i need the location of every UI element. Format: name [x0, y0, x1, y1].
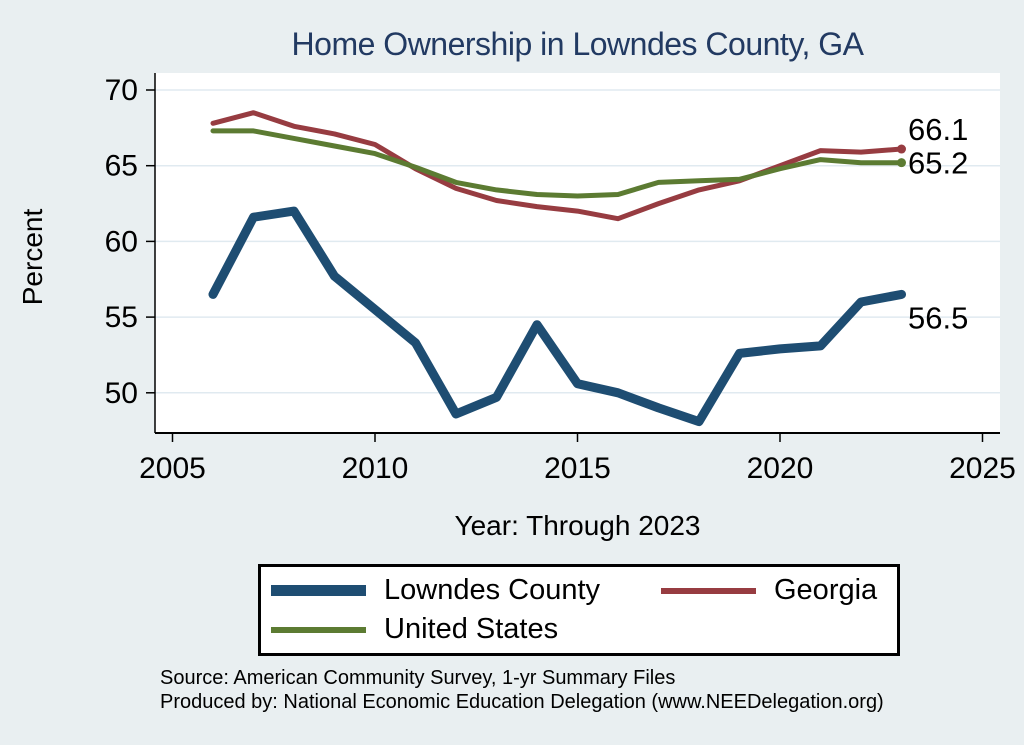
- series-line-georgia: [210, 110, 904, 222]
- chart-title: Home Ownership in Lowndes County, GA: [291, 26, 864, 62]
- series-end-dot-georgia: [897, 144, 906, 154]
- source-note-line2: Produced by: National Economic Education…: [160, 691, 884, 713]
- series-line-lowndes-county: [208, 206, 906, 427]
- x-tick-label: 2010: [342, 452, 409, 485]
- y-tick-label: 60: [105, 225, 138, 258]
- y-tick-label: 70: [105, 74, 138, 107]
- x-tick-label: 2015: [544, 452, 611, 485]
- legend-item-lowndes-county: Lowndes County: [271, 576, 661, 605]
- series-end-label-georgia: 66.1: [908, 112, 968, 147]
- x-tick-label: 2005: [139, 452, 206, 485]
- legend-label-lowndes-county: Lowndes County: [384, 574, 601, 606]
- legend-item-georgia: Georgia: [661, 576, 897, 605]
- x-tick-label: 2020: [747, 452, 814, 485]
- legend-item-united-states: United States: [271, 615, 661, 644]
- series-end-dot-united-states: [897, 158, 906, 168]
- legend-label-united-states: United States: [384, 613, 559, 645]
- legend-swatch-lowndes-county: [271, 585, 366, 596]
- legend: Lowndes County Georgia United States: [258, 564, 900, 656]
- legend-swatch-united-states: [271, 626, 366, 633]
- y-tick-label: 50: [105, 377, 138, 410]
- legend-swatch-georgia: [661, 587, 756, 594]
- legend-label-georgia: Georgia: [774, 574, 878, 606]
- x-tick-label: 2025: [949, 452, 1016, 485]
- series-line-united-states: [210, 128, 904, 199]
- series-end-label-united-states: 65.2: [908, 146, 968, 181]
- x-axis-title: Year: Through 2023: [454, 510, 701, 541]
- plot-area: [155, 73, 1000, 433]
- source-note: Source: American Community Survey, 1-yr …: [160, 666, 990, 714]
- series-end-label-lowndes-county: 56.5: [908, 300, 968, 335]
- y-tick-label: 55: [105, 301, 138, 334]
- chart-canvas: 50 55 60 65 70 2005 2010 2015 2020 2025 56.5 66.165…: [105, 73, 1016, 485]
- source-note-line1: Source: American Community Survey, 1-yr …: [160, 667, 676, 689]
- y-tick-label: 65: [105, 150, 138, 183]
